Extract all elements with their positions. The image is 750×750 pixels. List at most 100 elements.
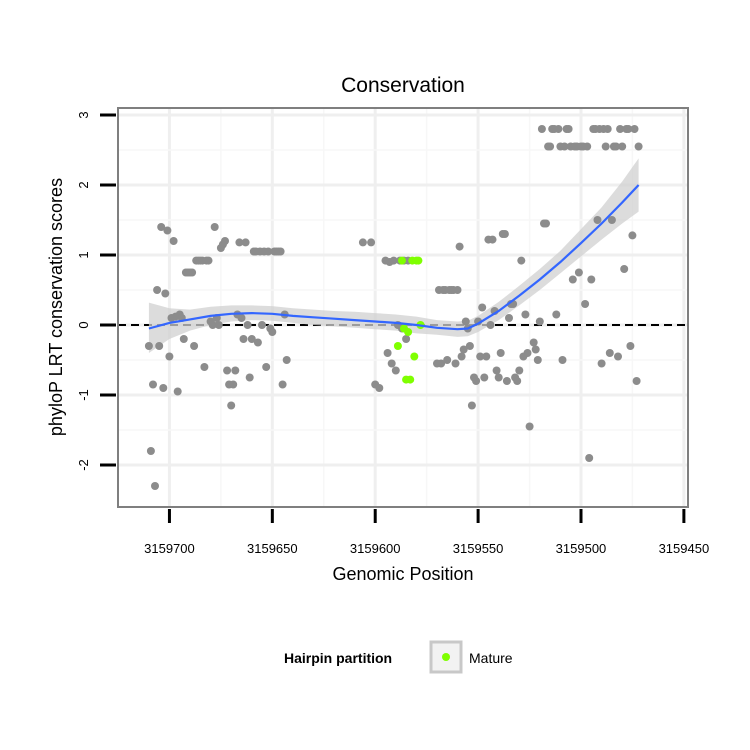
data-point [169, 237, 178, 245]
mature-point [410, 352, 419, 361]
data-point [262, 363, 271, 371]
data-point [235, 238, 244, 247]
data-point [453, 286, 462, 294]
data-point [221, 237, 229, 245]
data-point [626, 342, 635, 350]
y-axis-tick-label: 3 [76, 111, 91, 118]
data-point [517, 256, 526, 265]
data-point [389, 256, 398, 265]
data-point [155, 342, 164, 350]
data-point [624, 125, 633, 133]
data-point [375, 384, 384, 392]
data-point [245, 373, 254, 382]
data-point [457, 352, 466, 361]
data-point [515, 366, 524, 375]
data-point [241, 238, 250, 247]
data-point [179, 335, 188, 343]
data-point [630, 125, 639, 133]
data-point [529, 338, 538, 347]
panel-border [117, 107, 689, 508]
data-point [480, 373, 489, 382]
data-point [461, 317, 470, 326]
data-point [554, 125, 563, 133]
data-point [616, 125, 625, 133]
data-point [227, 401, 236, 410]
data-point [223, 366, 232, 375]
x-axis-tick-label: 3159600 [350, 541, 401, 556]
data-point [268, 328, 277, 336]
data-point [146, 447, 155, 455]
data-point [367, 238, 376, 247]
data-point [459, 345, 468, 354]
data-point [149, 380, 157, 389]
data-point [546, 142, 555, 151]
data-point [535, 317, 544, 326]
y-axis: -2 -1 0 1 2 3 [76, 111, 116, 471]
data-point [583, 142, 592, 151]
points-layer [144, 125, 643, 490]
data-point [472, 377, 481, 385]
data-point [492, 366, 501, 375]
x-axis-tick-label: 3159500 [556, 541, 607, 556]
y-axis-tick-label: 1 [76, 251, 91, 258]
legend: Hairpin partition Mature [284, 640, 513, 674]
data-point [278, 380, 287, 389]
data-point [482, 352, 491, 361]
data-point [214, 321, 223, 329]
data-point [443, 356, 452, 364]
data-point [358, 238, 367, 247]
data-point [188, 268, 197, 277]
data-point [568, 275, 577, 284]
data-point [502, 377, 511, 385]
data-point [237, 314, 246, 322]
data-point [505, 314, 513, 322]
data-point [542, 219, 550, 228]
data-point [253, 338, 262, 347]
data-point [628, 231, 637, 240]
data-point [161, 289, 170, 298]
data-point [525, 422, 534, 431]
legend-label-mature: Mature [469, 650, 513, 666]
data-point [618, 142, 627, 151]
data-point [455, 242, 464, 251]
data-point [607, 216, 616, 224]
data-point [476, 352, 485, 361]
data-point [465, 342, 474, 350]
legend-key-mature-dot [442, 653, 450, 661]
legend-title: Hairpin partition [284, 650, 392, 666]
data-point [231, 366, 240, 375]
data-point [229, 380, 238, 389]
x-axis-tick-label: 3159550 [453, 541, 504, 556]
data-point [558, 356, 567, 364]
data-point [204, 256, 213, 265]
y-axis-tick-label: -1 [76, 389, 91, 401]
mature-point [393, 342, 402, 350]
data-point [276, 247, 285, 256]
data-point [258, 321, 266, 329]
data-point [620, 265, 629, 273]
data-point [153, 286, 162, 294]
data-point [634, 142, 643, 151]
data-point [587, 275, 596, 284]
data-point [603, 125, 612, 133]
data-point [533, 356, 542, 364]
smooth-trend-line [148, 184, 640, 331]
data-point [500, 230, 509, 238]
data-point [151, 482, 159, 490]
y-axis-tick-label: 2 [76, 181, 91, 188]
data-point [247, 335, 256, 343]
data-point [560, 142, 569, 151]
data-point [486, 321, 495, 329]
y-axis-tick-label: 0 [76, 321, 91, 328]
data-point [531, 345, 540, 354]
data-point [165, 352, 174, 361]
x-axis-tick-label: 3159450 [659, 541, 710, 556]
data-point [264, 247, 273, 256]
data-point [163, 226, 172, 235]
mature-point [404, 328, 413, 336]
data-point [537, 125, 546, 133]
data-point [564, 125, 573, 133]
data-point [605, 349, 614, 357]
data-point [208, 321, 217, 329]
